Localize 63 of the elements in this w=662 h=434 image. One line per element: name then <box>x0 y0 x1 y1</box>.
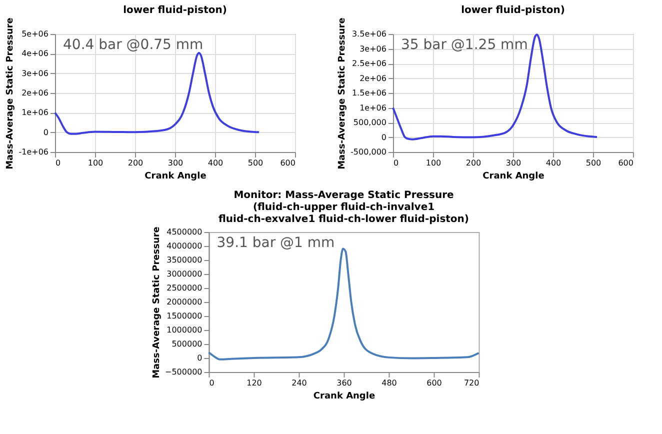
x-tick-label: 300 <box>506 158 522 168</box>
y-tick-label: 1e+06 <box>22 108 48 118</box>
x-tick-label: 300 <box>168 158 184 168</box>
x-tick-label: 360 <box>336 378 352 388</box>
x-tick-label: 0 <box>209 378 214 388</box>
y-tick-label: 1.5e+06 <box>352 88 386 98</box>
y-tick-label: 2e+06 <box>360 74 386 83</box>
x-axis-title: Crank Angle <box>313 392 376 402</box>
x-tick-label: 600 <box>426 378 442 388</box>
x-tick-label: 500 <box>248 158 264 168</box>
y-tick-label: 2500000 <box>166 284 202 292</box>
x-tick-label: 600 <box>618 158 634 168</box>
x-tick-label: 120 <box>246 378 262 388</box>
x-tick-label: 0 <box>394 158 399 168</box>
x-tick-label: 720 <box>464 378 480 388</box>
x-tick-label: 240 <box>292 378 307 388</box>
y-tick-label: 3000000 <box>166 270 202 278</box>
y-tick-label: 3500000 <box>166 256 202 264</box>
y-tick-label: 0 <box>381 132 386 142</box>
y-tick-label: 1e+06 <box>360 103 386 112</box>
y-tick-label: 4e+06 <box>22 49 48 58</box>
line-series <box>54 52 260 135</box>
x-tick-label: 400 <box>208 158 224 168</box>
x-axis-title: Crank Angle <box>144 172 206 182</box>
y-tick-label: 2e+06 <box>22 88 48 98</box>
line-series <box>208 248 480 360</box>
y-axis-title: Mass-Average Static Pressure <box>338 18 348 170</box>
x-axis-title: Crank Angle <box>482 172 544 182</box>
y-tick-label: 0 <box>197 354 202 362</box>
line-series <box>392 34 598 140</box>
annotation: 40.4 bar @0.75 mm <box>63 37 204 53</box>
x-tick-label: 200 <box>466 158 482 168</box>
y-tick-label: 4000000 <box>166 242 202 250</box>
x-tick-label: 100 <box>88 158 104 168</box>
y-tick-label: 500,000 <box>353 118 386 127</box>
y-tick-label: 1000000 <box>166 326 202 334</box>
y-tick-label: -500,000 <box>350 148 386 156</box>
x-tick-label: 500 <box>586 158 602 168</box>
y-tick-label: 500000 <box>172 340 202 348</box>
x-tick-label: 0 <box>56 158 61 168</box>
x-tick-label: 400 <box>546 158 562 168</box>
y-tick-label: −500000 <box>165 368 202 376</box>
y-tick-label: 0 <box>43 128 48 137</box>
chart-title: lower fluid-piston) <box>123 5 227 16</box>
annotation: 39.1 bar @1 mm <box>216 235 335 251</box>
y-tick-label: 5e+06 <box>22 30 48 38</box>
x-tick-label: 200 <box>128 158 144 168</box>
y-axis-title: Mass-Average Static Pressure <box>6 18 16 170</box>
y-tick-label: 2.5e+06 <box>352 59 386 68</box>
x-tick-label: 480 <box>382 378 397 388</box>
chart-title: lower fluid-piston) <box>461 5 565 16</box>
x-tick-label: 600 <box>280 158 296 168</box>
y-tick-label: -1e+06 <box>18 148 48 156</box>
y-tick-label: 3e+06 <box>22 68 48 78</box>
y-axis-title: Mass-Average Static Pressure <box>152 226 162 378</box>
annotation: 35 bar @1.25 mm <box>401 37 528 53</box>
y-tick-label: 4500000 <box>166 228 202 236</box>
y-tick-label: 1500000 <box>166 312 202 320</box>
x-tick-label: 100 <box>426 158 442 168</box>
chart-title: Monitor: Mass-Average Static Pressure (fluid-ch-upper fluid-ch-invalve1 fluid-ch-exvalve1 fluid-ch-lower fluid-piston) <box>218 190 469 226</box>
y-tick-label: 3.5e+06 <box>352 30 386 38</box>
y-tick-label: 2000000 <box>166 298 202 306</box>
y-tick-label: 3e+06 <box>360 44 386 54</box>
